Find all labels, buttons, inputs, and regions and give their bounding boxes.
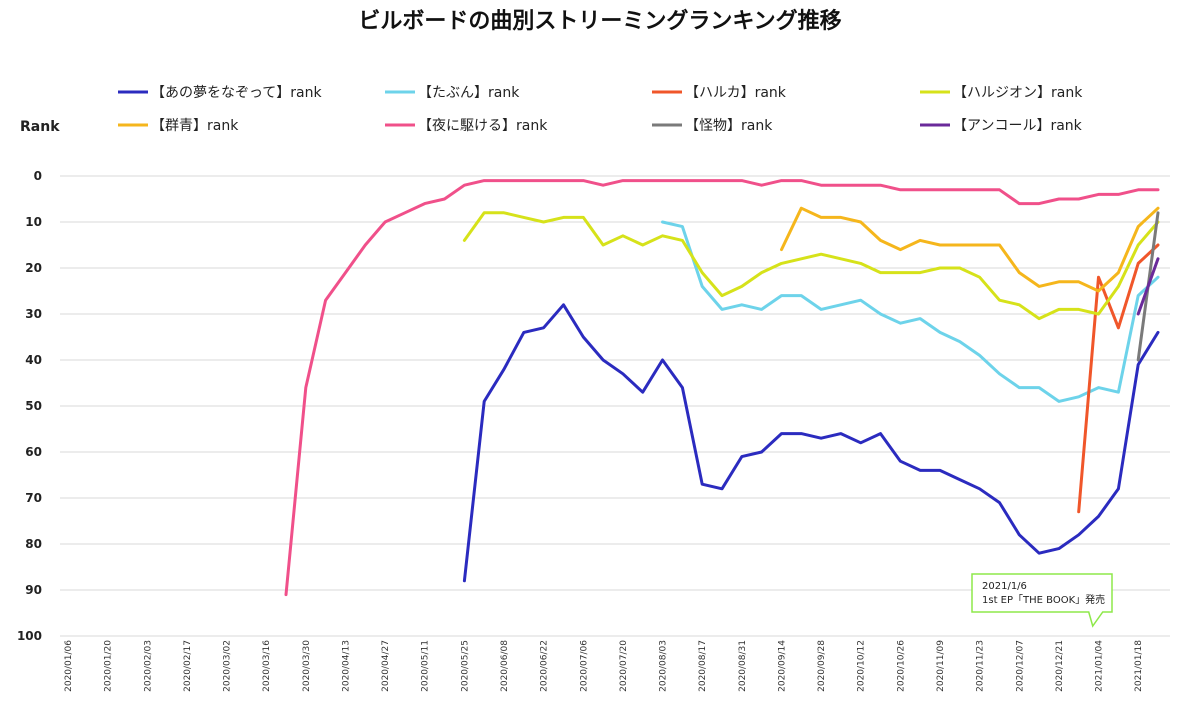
x-tick-label: 2020/11/09 xyxy=(936,640,946,692)
y-tick-label: 50 xyxy=(25,399,42,413)
legend-label: 【ハルジオン】rank xyxy=(953,85,1083,101)
x-tick-label: 2020/11/23 xyxy=(976,640,986,692)
y-ticks: 0 10 20 30 40 50 60 70 80 90 100 xyxy=(17,169,42,643)
annotation-date: 2021/1/6 xyxy=(982,581,1027,592)
x-tick-label: 2021/01/18 xyxy=(1134,640,1144,692)
x-tick-label: 2020/05/25 xyxy=(460,640,470,692)
x-tick-label: 2020/06/22 xyxy=(540,640,550,692)
y-tick-label: 10 xyxy=(25,215,42,229)
series-line xyxy=(284,179,1160,597)
legend-label: 【怪物】rank xyxy=(685,118,773,134)
y-tick-label: 70 xyxy=(25,491,42,505)
x-tick-label: 2020/09/14 xyxy=(777,640,787,692)
x-tick-label: 2020/08/03 xyxy=(659,640,669,692)
y-tick-label: 30 xyxy=(25,307,42,321)
x-tick-label: 2020/07/20 xyxy=(619,640,629,692)
series-line xyxy=(462,211,1160,321)
y-tick-label: 90 xyxy=(25,583,42,597)
x-tick-label: 2020/01/06 xyxy=(64,640,74,692)
legend-label: 【あの夢をなぞって】rank xyxy=(151,85,323,101)
x-tick-label: 2020/03/30 xyxy=(302,640,312,692)
x-tick-label: 2020/12/07 xyxy=(1015,640,1025,692)
series-line xyxy=(462,303,1160,583)
x-tick-label: 2020/01/20 xyxy=(104,640,114,692)
y-tick-label: 80 xyxy=(25,537,42,551)
legend-label: 【アンコール】rank xyxy=(953,118,1083,134)
legend-label: 【群青】rank xyxy=(151,118,239,134)
series-line xyxy=(1077,243,1160,514)
legend-label: 【夜に駆ける】rank xyxy=(418,118,548,134)
x-tick-label: 2020/09/28 xyxy=(817,640,827,692)
x-tick-label: 2020/04/13 xyxy=(341,640,351,692)
x-tick-label: 2020/03/02 xyxy=(223,640,233,692)
x-tick-label: 2021/01/04 xyxy=(1095,640,1105,692)
x-tick-label: 2020/05/11 xyxy=(421,640,431,692)
y-tick-label: 20 xyxy=(25,261,42,275)
x-tick-label: 2020/04/27 xyxy=(381,640,391,692)
y-axis-title: Rank xyxy=(20,119,60,135)
x-ticks: 2020/01/06 2020/01/20 2020/02/03 2020/02/17… xyxy=(64,640,1144,692)
annotation-release: 1st EP「THE BOOK」発売 xyxy=(982,593,1105,606)
x-tick-label: 2020/02/03 xyxy=(143,640,153,692)
y-tick-label: 0 xyxy=(34,169,42,183)
chart-title: ビルボードの曲別ストリーミングランキング推移 xyxy=(358,8,841,34)
x-tick-label: 2020/10/12 xyxy=(857,640,867,692)
series-line xyxy=(1136,257,1160,316)
y-tick-label: 60 xyxy=(25,445,42,459)
x-tick-label: 2020/03/16 xyxy=(262,640,272,692)
y-tick-label: 100 xyxy=(17,629,42,643)
annotation-callout xyxy=(971,573,1113,628)
x-tick-label: 2020/06/08 xyxy=(500,640,510,692)
x-tick-label: 2020/08/31 xyxy=(738,640,748,692)
x-tick-label: 2020/02/17 xyxy=(183,640,193,692)
y-tick-label: 40 xyxy=(25,353,42,367)
series-line xyxy=(780,206,1160,293)
legend-label: 【たぶん】rank xyxy=(418,85,520,101)
x-tick-label: 2020/10/26 xyxy=(896,640,906,692)
series-lines xyxy=(284,179,1160,597)
grid xyxy=(60,175,1170,637)
x-tick-label: 2020/12/21 xyxy=(1055,640,1065,692)
x-tick-label: 2020/07/06 xyxy=(579,640,589,692)
x-tick-label: 2020/08/17 xyxy=(698,640,708,692)
legend-label: 【ハルカ】rank xyxy=(685,85,787,101)
legend: 【あの夢をなぞって】rank 【たぶん】rank 【ハルカ】rank 【ハルジオン】r… xyxy=(118,85,1083,134)
series-line xyxy=(661,220,1160,403)
